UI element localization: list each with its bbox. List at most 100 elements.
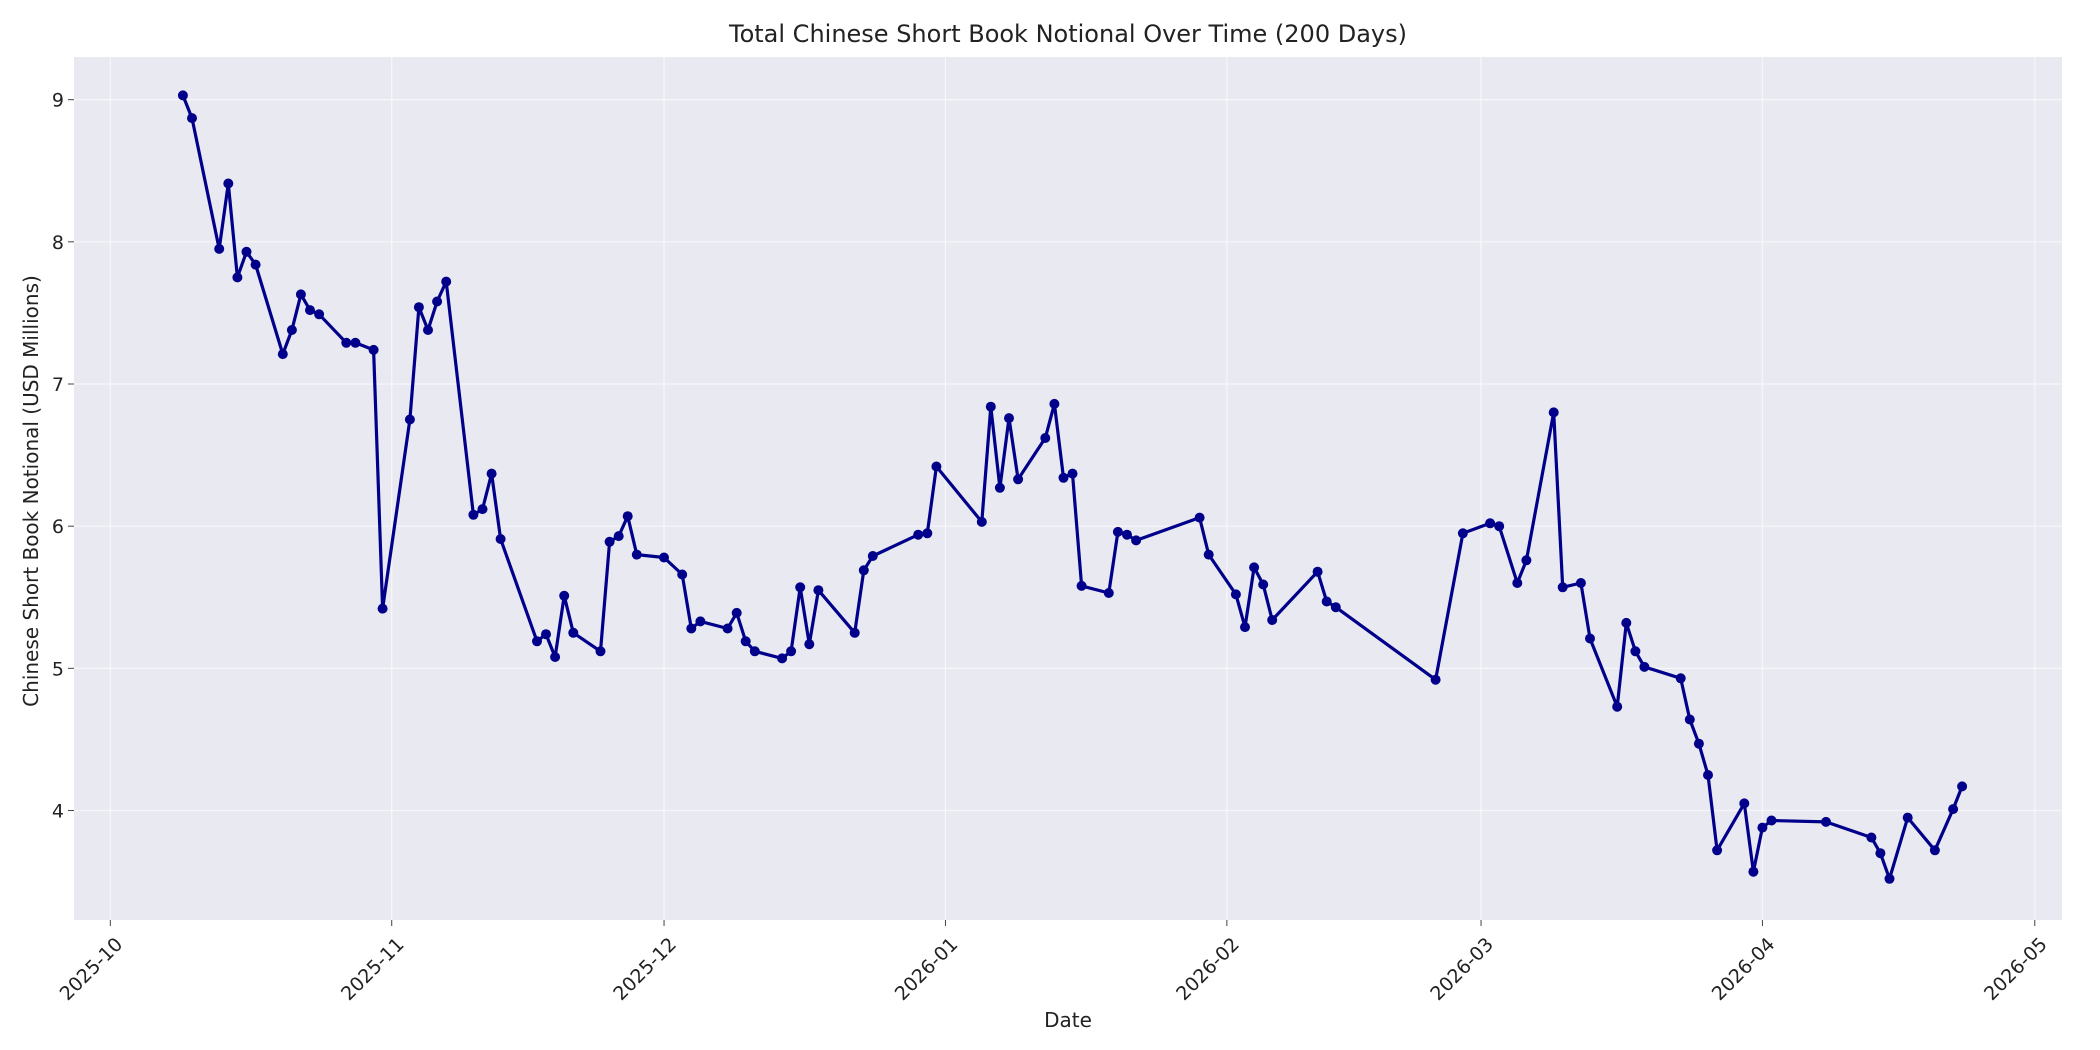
data-point [314,309,325,320]
data-series [177,90,1968,884]
data-point [477,504,488,515]
data-point [413,302,424,313]
data-point [1766,815,1777,826]
grid-lines [74,57,2062,920]
data-point [1112,526,1123,537]
data-point [1757,822,1768,833]
data-point [677,569,688,580]
data-point [1748,866,1759,877]
data-point [804,639,815,650]
data-point [341,337,352,348]
data-point [786,646,797,657]
data-point [1902,812,1913,823]
data-point [1675,673,1686,684]
data-point [1267,615,1278,625]
data-point [1076,580,1087,591]
data-point [1929,845,1940,856]
y-tick-label: 5 [52,658,64,680]
data-point [1639,661,1650,672]
data-point [550,652,561,662]
data-point [1330,602,1341,613]
y-tick-label: 6 [52,516,64,538]
data-point [214,243,225,254]
data-point [595,646,606,657]
data-point [1575,578,1586,588]
data-point [223,178,234,189]
data-point [305,305,315,316]
data-point [495,534,506,544]
data-point [1485,518,1496,529]
data-point [250,259,261,270]
data-point [1131,535,1142,546]
data-point [686,623,697,634]
data-point [858,565,869,576]
data-point [813,585,824,596]
data-point [1194,512,1205,523]
data-point [740,636,751,647]
data-point [1693,738,1704,749]
data-point [1948,804,1959,815]
data-point [1512,578,1523,588]
data-point [1548,407,1559,418]
data-point [1684,714,1695,725]
y-tick-label: 7 [52,374,64,396]
data-point [468,509,479,520]
data-point [1521,555,1532,566]
data-point [232,272,243,283]
data-point [777,653,788,664]
data-point [922,528,933,539]
data-point [994,482,1005,493]
data-point [277,349,288,360]
data-point [1058,472,1069,483]
data-point [377,603,388,614]
data-point [241,246,252,257]
data-point [1630,646,1641,657]
data-point [1703,770,1713,780]
data-point [1040,433,1051,443]
data-point [867,551,878,561]
data-point [286,325,297,335]
data-point [1258,579,1269,590]
data-point [1122,529,1132,540]
data-point [631,549,642,560]
data-point [695,616,706,627]
data-point [568,627,579,638]
data-point [1612,701,1623,712]
data-point [350,337,361,348]
data-point [985,401,996,412]
data-point [659,552,669,563]
data-point [441,276,452,287]
y-tick-label: 8 [52,232,64,254]
data-point [1430,674,1441,685]
data-point [795,582,806,593]
data-point [368,344,379,355]
data-point [1049,398,1060,409]
data-point [604,536,615,547]
data-point [187,113,197,124]
data-point [1240,622,1250,633]
data-point [1739,798,1750,809]
data-point [404,414,415,425]
data-point [1821,816,1831,827]
data-point [1067,468,1078,479]
y-tick-label: 4 [52,801,64,823]
y-tick-label: 9 [52,90,64,112]
data-point [532,636,542,647]
data-point [1585,633,1595,644]
data-point [731,607,742,618]
data-point [1013,474,1024,485]
data-point [749,646,760,657]
data-point [1103,588,1114,598]
data-point [1230,589,1241,600]
data-point [1494,521,1505,532]
data-point [1866,832,1877,843]
data-point [177,90,188,101]
x-axis-title: Date [1044,1008,1092,1032]
data-point [1621,617,1632,628]
plot-area [74,57,2062,920]
data-point [1321,596,1332,607]
data-point [913,529,924,540]
data-point [1312,566,1323,577]
data-point [976,516,987,527]
data-point [423,325,433,335]
